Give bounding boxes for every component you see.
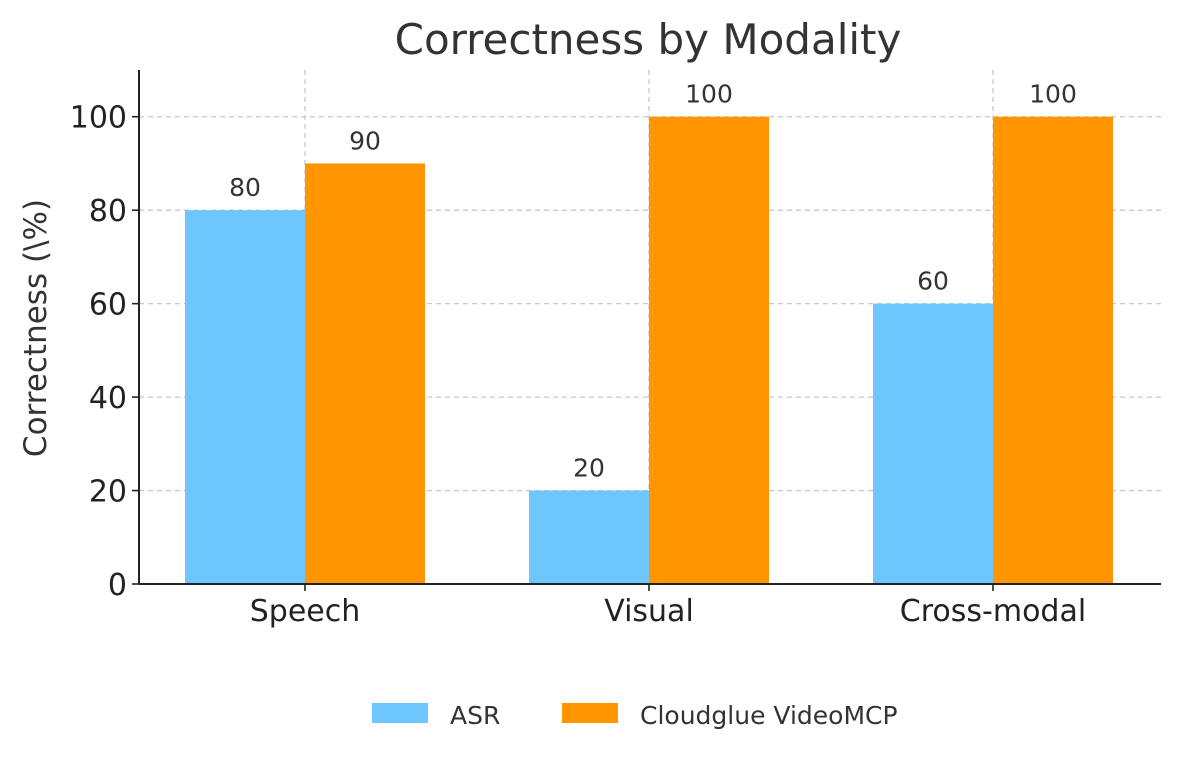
bar-asr-visual bbox=[529, 490, 649, 584]
bars bbox=[185, 116, 1113, 585]
data-label: 60 bbox=[917, 267, 949, 296]
data-label: 90 bbox=[349, 126, 381, 155]
legend-swatch bbox=[372, 703, 428, 723]
x-tick-label: Cross-modal bbox=[900, 594, 1086, 629]
bar-asr-cross-modal bbox=[873, 303, 993, 584]
x-tick-label: Visual bbox=[604, 594, 694, 629]
axes: 0 20 40 60 80 100 Speech Visual Cross-modal bbox=[70, 70, 1161, 629]
y-tick-label: 20 bbox=[89, 475, 127, 510]
legend: ASR Cloudglue VideoMCP bbox=[372, 701, 898, 730]
y-tick-label: 100 bbox=[70, 101, 127, 136]
data-labels: 80 20 60 90 100 100 bbox=[229, 80, 1077, 483]
legend-label: ASR bbox=[450, 701, 500, 730]
legend-label: Cloudglue VideoMCP bbox=[640, 701, 898, 730]
bar-videomcp-visual bbox=[649, 116, 769, 585]
data-label: 20 bbox=[573, 454, 605, 483]
bar-asr-speech bbox=[185, 210, 305, 584]
y-tick-label: 60 bbox=[89, 288, 127, 323]
data-label: 80 bbox=[229, 173, 261, 202]
y-axis-label: Correctness (\%) bbox=[18, 199, 54, 457]
chart-title: Correctness by Modality bbox=[395, 15, 902, 64]
y-tick-label: 40 bbox=[89, 381, 127, 416]
x-tick-label: Speech bbox=[250, 594, 361, 629]
y-tick-label: 0 bbox=[108, 568, 127, 603]
bar-videomcp-cross-modal bbox=[993, 116, 1113, 585]
data-label: 100 bbox=[1029, 80, 1077, 109]
legend-swatch bbox=[562, 703, 618, 723]
data-label: 100 bbox=[685, 80, 733, 109]
y-tick-label: 80 bbox=[89, 194, 127, 229]
bar-videomcp-speech bbox=[305, 163, 425, 585]
